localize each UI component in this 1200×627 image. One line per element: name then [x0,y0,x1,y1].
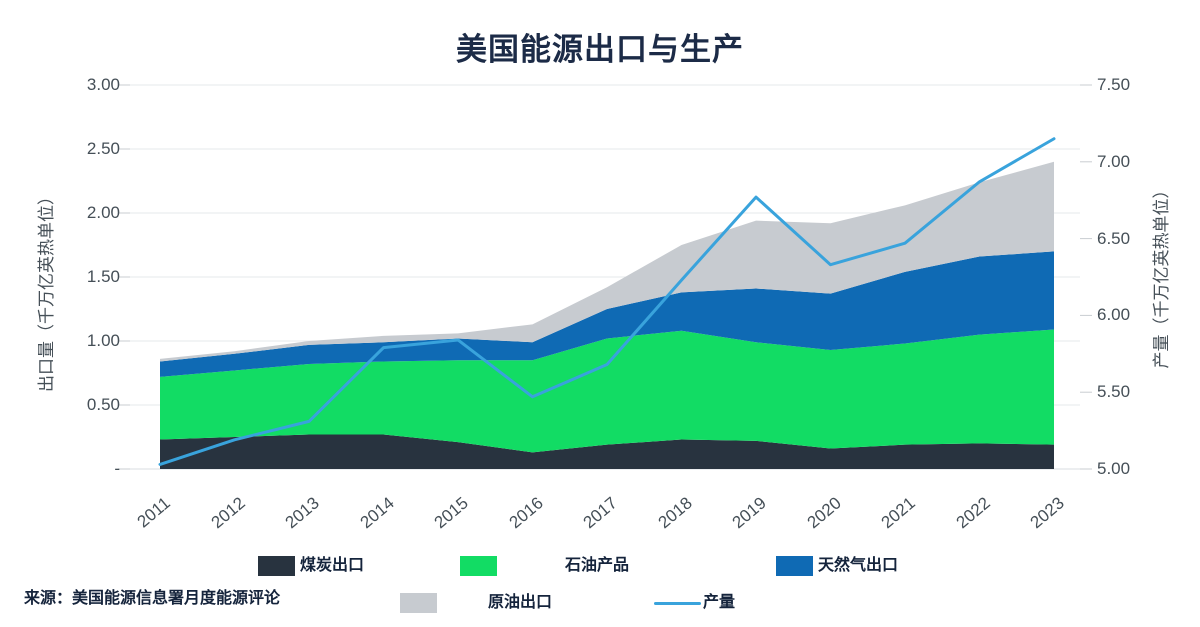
right-axis-tick-label: 5.00 [1097,459,1131,478]
right-axis-title: 产量（千万亿英热单位） [1152,181,1171,369]
coal-legend-swatch [258,556,295,576]
area-series-petroleum [160,329,1054,453]
crude-legend-swatch [400,593,437,613]
area-series-gas [160,251,1054,377]
right-axis-tick-label: 6.00 [1097,305,1131,325]
left-axis-tick-label: - [114,459,120,478]
gas-legend-swatch [776,556,813,576]
legend-item-crude[interactable]: 原油出口 [488,594,553,611]
left-axis-tick-label: 2.50 [86,139,120,158]
right-axis-tick-label: 7.50 [1097,75,1131,94]
left-axis-tick-label: 0.50 [86,395,120,414]
right-axis-tick-label: 7.00 [1097,151,1131,171]
legend-item-coal[interactable]: 煤炭出口 [300,557,365,574]
area-series-crude [160,161,1054,362]
left-axis-title: 出口量（千万亿英热单位） [37,188,56,392]
legend-item-gas[interactable]: 天然气出口 [818,557,899,574]
legend-item-petroleum[interactable]: 石油产品 [565,557,630,574]
production-line-legend-swatch [654,602,701,605]
right-axis-tick-label: 6.50 [1097,228,1131,248]
legend-item-production[interactable]: 产量 [703,594,736,611]
left-axis-tick-label: 1.50 [86,267,120,286]
left-axis-tick-label: 2.00 [86,203,120,222]
left-axis-tick-label: 3.00 [86,75,120,94]
right-axis-tick-label: 5.50 [1097,382,1131,402]
chart-title: 美国能源出口与生产 [456,32,744,67]
area-series-coal [160,434,1054,469]
left-axis-tick-label: 1.00 [86,331,120,350]
source-note: 来源：美国能源信息署月度能源评论 [24,590,281,607]
petroleum-legend-swatch [460,556,497,576]
production-line-series [158,137,1056,466]
